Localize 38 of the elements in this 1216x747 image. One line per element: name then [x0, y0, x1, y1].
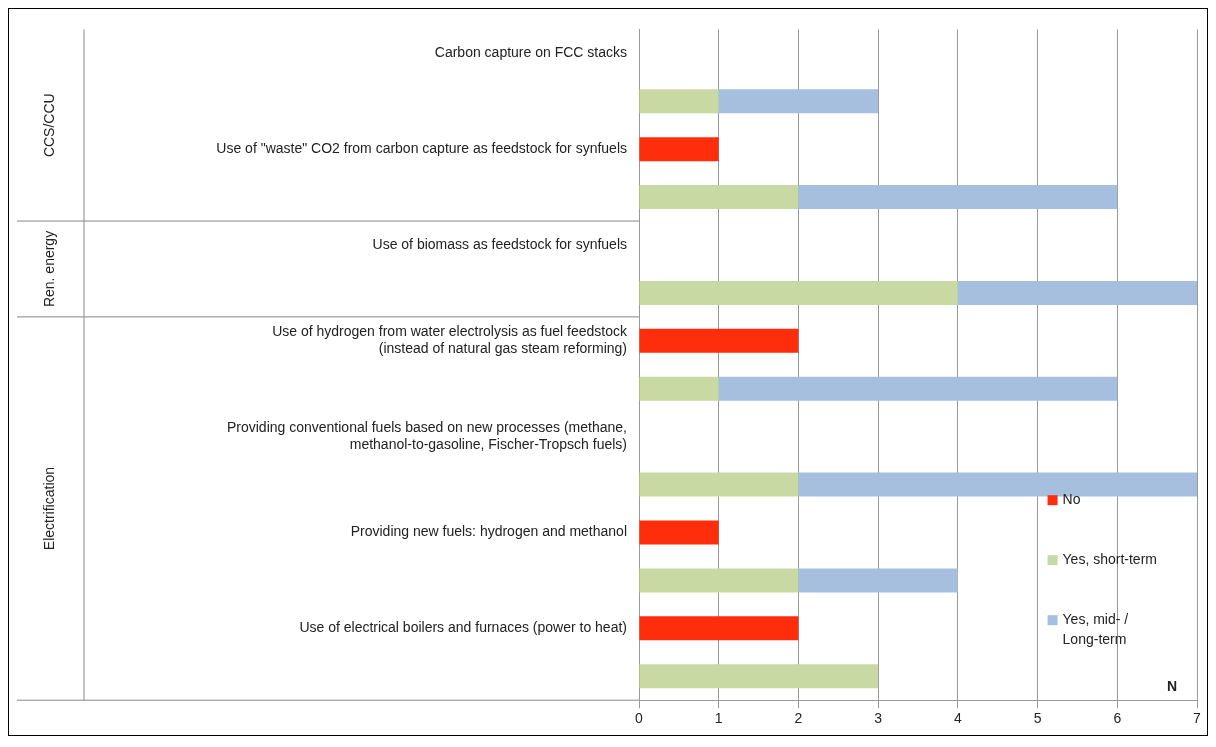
x-tick-label: 4 [953, 710, 962, 727]
y-tick-label: Carbon capture on FCC stacks [434, 44, 627, 61]
bar [639, 185, 799, 210]
bar [639, 472, 799, 497]
bar [718, 89, 879, 114]
x-tick-label: 2 [794, 710, 803, 727]
bar [798, 568, 958, 593]
bar [639, 616, 799, 641]
bar [639, 376, 719, 401]
x-tick-label: 7 [1193, 710, 1202, 727]
x-tick-label: 0 [635, 710, 644, 727]
x-tick-label: 1 [714, 710, 723, 727]
y-tick-label: Use of hydrogen from water electrolysis as fuel feedstock (instead of natural gas steam reforming) [272, 323, 628, 357]
bar [639, 520, 719, 545]
bar [639, 568, 799, 593]
x-tick-label: 5 [1033, 710, 1042, 727]
text: Electrification [41, 466, 58, 551]
x-axis-title: N [1166, 678, 1177, 695]
y-tick-label: Providing conventional fuels based on new processes (methane, methanol-to-gasoline, Fischer-Tropsch fuels) [226, 419, 627, 452]
text: CCS/CCU [41, 93, 58, 158]
text: Ren. energy [41, 230, 58, 308]
y-tick-label: Use of biomass as feedstock for synfuels [372, 235, 627, 252]
y-tick-label: Use of electrical boilers and furnaces (power to heat) [299, 619, 627, 636]
bar [639, 280, 958, 305]
x-tick-label: 6 [1113, 710, 1122, 727]
legend-label: Yes, mid- / Long-term [1062, 611, 1129, 648]
y-tick-label: Use of "waste" CO2 from carbon capture as feedstock for synfuels [216, 140, 627, 157]
legend-label: No [1062, 491, 1081, 508]
y-tick-label: Providing new fuels: hydrogen and methanol [350, 523, 627, 540]
bar [798, 185, 1118, 210]
bar [639, 89, 719, 114]
legend-label: Yes, short-term [1062, 551, 1157, 568]
bar [718, 376, 1118, 401]
bar [639, 137, 719, 162]
bar [639, 328, 799, 353]
bar [639, 664, 879, 689]
bar [957, 280, 1197, 305]
x-tick-label: 3 [874, 710, 883, 727]
